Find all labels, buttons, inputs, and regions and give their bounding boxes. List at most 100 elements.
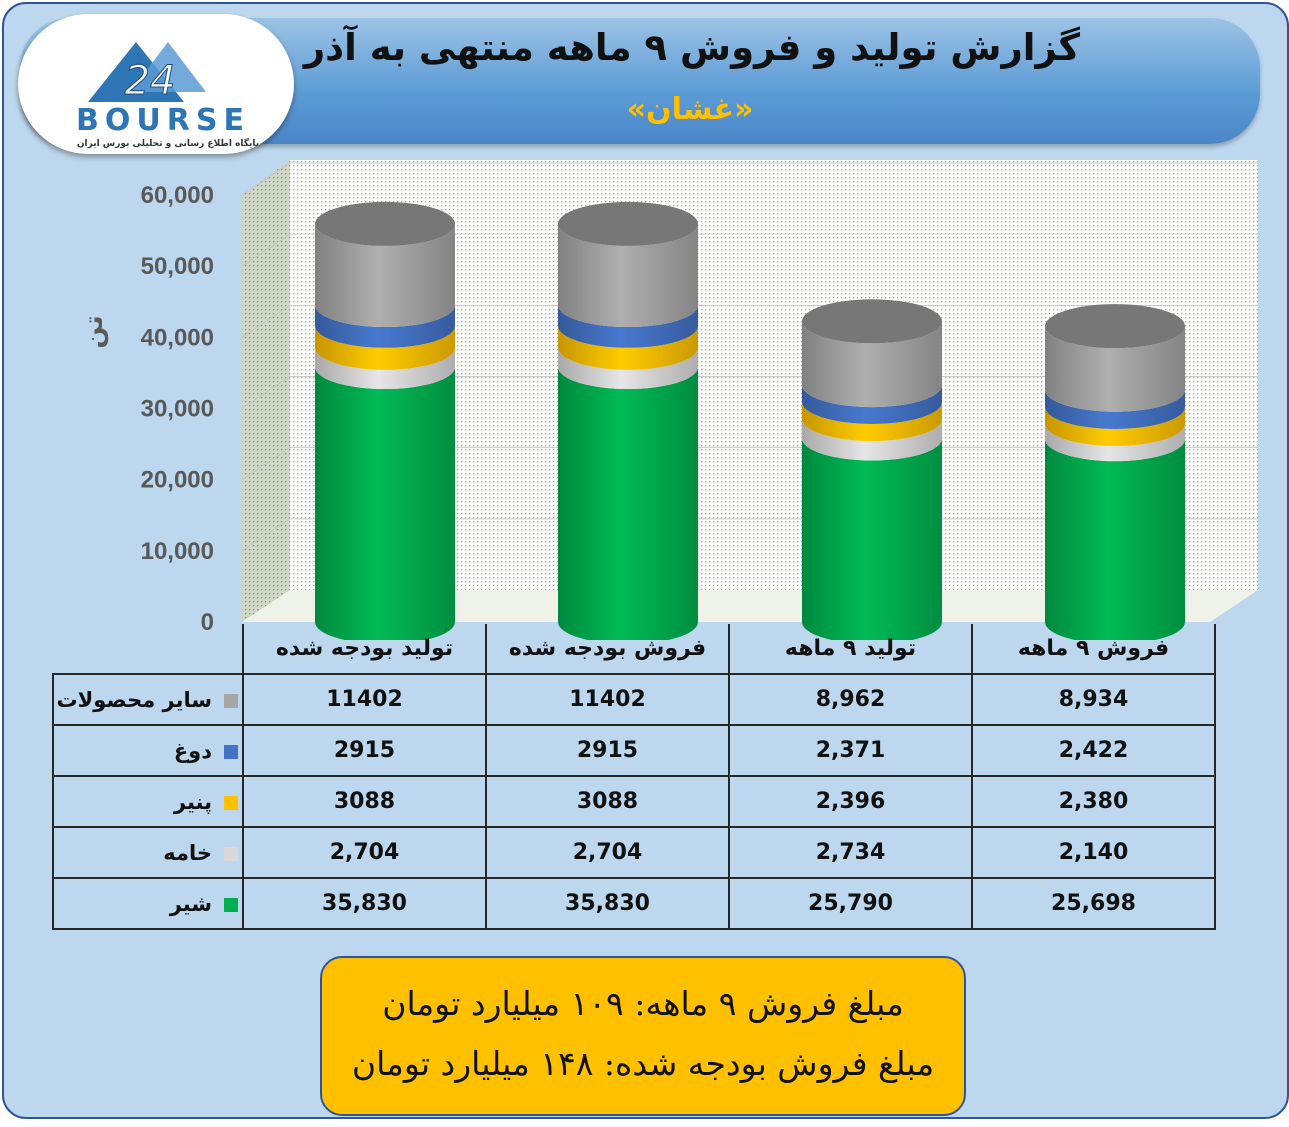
bar-segment [802,321,942,408]
bar-top-cap [1045,304,1185,349]
bar-segment [1045,389,1185,429]
legend-swatch [224,897,238,912]
y-axis-label: تن [79,315,109,348]
col-header: فروش ۹ ماهه [971,624,1216,675]
y-tick-label: 60,000 [141,182,214,209]
bar-segment [802,419,942,461]
bar-top-cap [802,299,942,344]
cell-value: 8,934 [971,673,1216,726]
cell-value: 35,830 [242,877,487,930]
logo-tagline: پایگاه اطلاع رسانی و تحلیلی بورس ایران [77,137,259,149]
bar-segment [802,385,942,424]
cell-value: 11402 [485,673,730,726]
bar-segment [1045,406,1185,446]
gridline [241,304,1258,338]
table-row: شیر 35,830 35,830 25,790 25,698 [52,877,1216,930]
row-label: دوغ [52,724,244,777]
cell-value: 2,396 [728,775,973,828]
bar-group [558,201,698,640]
y-tick-label: 40,000 [141,324,214,351]
bar-segment [558,367,698,640]
bar-segment [558,223,698,328]
col-header: تولید ۹ ماهه [728,624,973,675]
summary-line-9-month: مبلغ فروش ۹ ماهه: ۱۰۹ میلیارد تومان [382,984,904,1023]
bar-segment [558,347,698,390]
bar-group [1045,304,1185,640]
bar-segment [802,401,942,442]
series-name: سایر محصولات [56,687,212,712]
bar-segment [315,325,455,370]
bar-group [802,299,942,640]
cell-value: 8,962 [728,673,973,726]
bar-segment [315,223,455,328]
table-header-row: تولید بودجه شده فروش بودجه شده تولید ۹ م… [53,624,1216,675]
bar-segment [1045,439,1185,640]
table-row: خامه 2,704 2,704 2,734 2,140 [52,826,1216,879]
bar-segment [558,325,698,370]
cell-value: 2,734 [728,826,973,879]
bar-segment [315,305,455,348]
cell-value: 11402 [242,673,487,726]
logo-wordmark: BOURSE [76,103,250,138]
cell-value: 35,830 [485,877,730,930]
gridline [241,233,1258,267]
sales-summary-box: مبلغ فروش ۹ ماهه: ۱۰۹ میلیارد تومان مبلغ… [320,956,966,1116]
data-table: تولید بودجه شده فروش بودجه شده تولید ۹ م… [52,624,1216,930]
series-name: پنیر [173,789,212,814]
cell-value: 2,371 [728,724,973,777]
cell-value: 3088 [485,775,730,828]
cell-value: 2915 [485,724,730,777]
series-name: دوغ [173,738,212,763]
cell-value: 2,140 [971,826,1216,879]
back-wall [290,160,1258,590]
floor [242,590,1258,622]
bar-segment [315,347,455,390]
cell-value: 2,704 [485,826,730,879]
y-tick-label: 20,000 [141,467,214,494]
page-title: گزارش تولید و فروش ۹ ماهه منتهی به آذر [303,26,1080,69]
row-label: سایر محصولات [52,673,244,726]
legend-swatch [224,744,238,759]
bar-segment [802,438,942,640]
side-wall [242,160,290,622]
page-subtitle: «غشان» [626,92,754,127]
y-tick-label: 50,000 [141,253,214,280]
y-tick-label: 10,000 [141,538,214,565]
legend-swatch [224,846,238,861]
cell-value: 2915 [242,724,487,777]
table-row: پنیر 3088 3088 2,396 2,380 [52,775,1216,828]
cell-value: 2,380 [971,775,1216,828]
logo: 24 BOURSE پایگاه اطلاع رسانی و تحلیلی بو… [18,14,294,154]
stacked-cylinder-chart: 0 10,000 20,000 30,000 40,000 50,000 60,000 تن [79,160,1258,640]
col-header: تولید بودجه شده [242,624,487,675]
y-axis: 0 10,000 20,000 30,000 40,000 50,000 60,000 [141,182,214,636]
table-row: سایر محصولات 11402 11402 8,962 8,934 [52,673,1216,726]
bars [315,201,1185,640]
cell-value: 3088 [242,775,487,828]
legend-swatch [224,795,238,810]
y-tick-label: 0 [201,609,214,636]
series-name: خامه [163,840,212,865]
bar-top-cap [558,201,698,246]
cell-value: 25,790 [728,877,973,930]
bar-top-cap [315,201,455,246]
bar-group [315,201,455,640]
bar-segment [1045,423,1185,462]
legend-swatch [224,693,238,708]
row-label: خامه [52,826,244,879]
row-label: پنیر [52,775,244,828]
cell-value: 2,422 [971,724,1216,777]
cell-value: 25,698 [971,877,1216,930]
logo-mark: 24 BOURSE پایگاه اطلاع رسانی و تحلیلی بو… [76,42,259,149]
row-label: شیر [52,877,244,930]
gridline [241,162,1258,196]
bar-segment [315,367,455,640]
cell-value: 2,704 [242,826,487,879]
bar-segment [558,305,698,348]
summary-line-budget: مبلغ فروش بودجه شده: ۱۴۸ میلیارد تومان [351,1044,935,1083]
y-tick-label: 30,000 [141,396,214,423]
series-name: شیر [169,891,212,916]
logo-numerals: 24 [125,58,176,104]
col-header: فروش بودجه شده [485,624,730,675]
table-row: دوغ 2915 2915 2,371 2,422 [52,724,1216,777]
